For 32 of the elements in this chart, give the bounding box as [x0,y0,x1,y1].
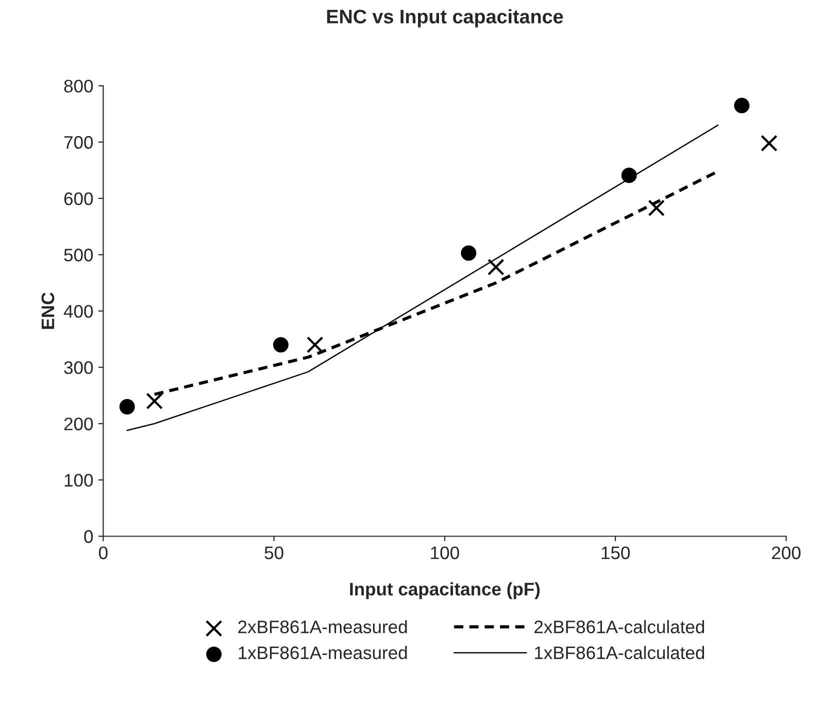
x-tick-label: 200 [772,546,801,560]
point [119,399,135,414]
x-tick-label: 150 [602,546,630,560]
y-tick-label: 100 [64,474,93,487]
y-tick-label: 800 [64,80,93,93]
point [146,392,163,410]
y-tick-label: 300 [64,361,93,374]
y-axis-title: ENC [41,292,54,329]
x-tick-label: 50 [264,546,284,560]
y-tick-label: 400 [64,304,93,318]
point [273,337,289,353]
legend-label: 2xBF861A-measured [238,620,407,634]
point [488,258,504,276]
legend-label: 2xBF861A-calculated [534,620,704,634]
point [648,200,665,216]
point [621,168,637,184]
point [760,134,778,152]
x-tick-label: 0 [98,546,108,560]
y-tick-label: 600 [64,192,93,206]
point [460,245,476,261]
y-tick-label: 0 [84,530,93,543]
legend-label: 1xBF861A-calculated [534,646,704,660]
x-axis-title: Input capacitance (pF) [350,582,540,600]
line-series [126,124,719,432]
point [734,98,750,114]
x-tick-label: 100 [431,546,460,560]
y-tick-label: 500 [64,248,93,262]
y-tick-label: 700 [64,136,93,149]
y-tick-label: 200 [64,418,93,430]
chart-title: ENC vs Input capacitance [327,9,563,28]
legend-label: 1xBF861A-measured [238,646,407,660]
point [306,336,324,354]
